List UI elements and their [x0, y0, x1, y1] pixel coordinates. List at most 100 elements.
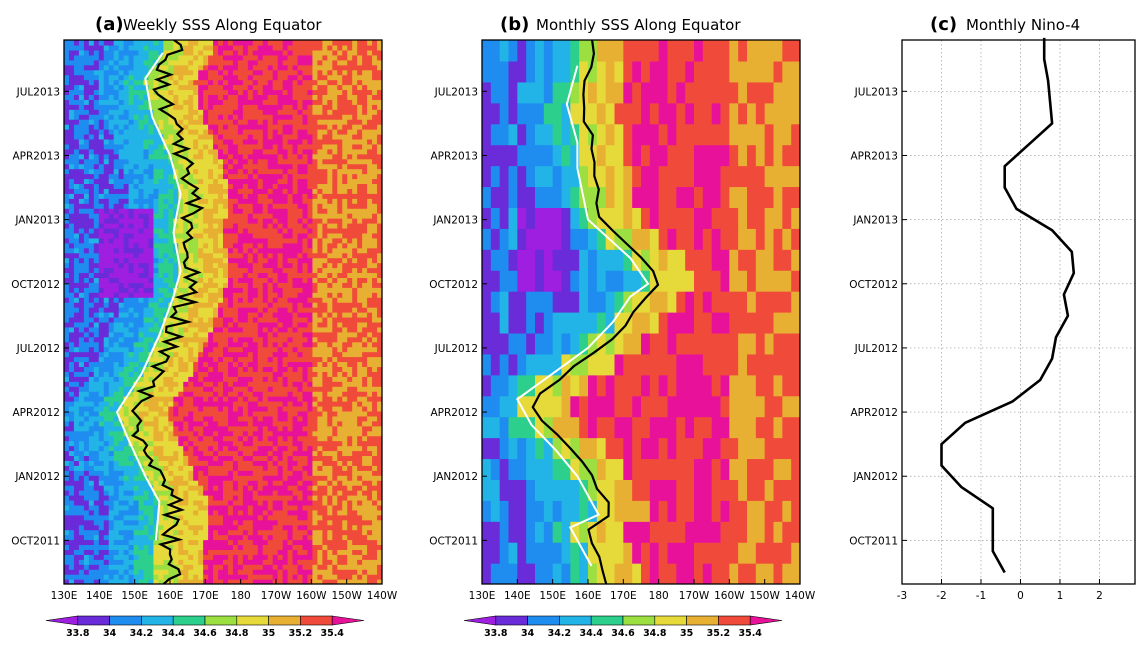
x-tick-label: 2: [1096, 590, 1103, 602]
panel-c-letter: (c): [930, 14, 957, 35]
colorbar-swatch: [655, 616, 687, 625]
x-tick-label: 150E: [121, 590, 148, 602]
colorbar-swatch: [718, 616, 750, 625]
colorbar-swatch: [173, 616, 205, 625]
x-tick-label: 1: [1057, 590, 1064, 602]
colorbar-label: 34: [103, 628, 117, 639]
y-tick-label: JAN2012: [14, 471, 60, 483]
panel-b-title-text: Monthly SSS Along Equator: [536, 16, 741, 34]
x-tick-label: -2: [936, 590, 946, 602]
colorbar-swatch: [110, 616, 142, 625]
colorbar-swatch: [750, 616, 782, 625]
y-tick-label: OCT2012: [429, 279, 478, 291]
x-tick-label: 180: [231, 590, 251, 602]
colorbar-swatch: [78, 616, 110, 625]
x-tick-label: 160W: [714, 590, 745, 602]
colorbar-label: 34.6: [193, 628, 217, 639]
panel-c-title-text: Monthly Nino-4: [966, 16, 1080, 34]
colorbar-label: 34.8: [225, 628, 249, 639]
y-tick-label: OCT2012: [11, 279, 60, 291]
x-tick-label: 150W: [749, 590, 780, 602]
colorbar-label: 35.4: [320, 628, 344, 639]
nino4-series-line: [942, 38, 1074, 573]
panel-c-title: (c) Monthly Nino-4: [930, 14, 1080, 35]
x-tick-label: 140E: [86, 590, 113, 602]
colorbar-swatch: [300, 616, 332, 625]
x-tick-label: 0: [1017, 590, 1024, 602]
x-tick-label: 140E: [504, 590, 531, 602]
y-tick-label: JUL2012: [16, 343, 60, 355]
colorbar-label: 35: [262, 628, 275, 639]
colorbar-label: 35.2: [289, 628, 312, 639]
colorbar-label: 35: [680, 628, 693, 639]
colorbar-label: 35.4: [738, 628, 762, 639]
colorbar-swatch: [205, 616, 237, 625]
colorbar-swatch: [687, 616, 719, 625]
panel-b-heatmap: [482, 40, 801, 585]
colorbar-swatch: [269, 616, 301, 625]
colorbar-label: 34.8: [643, 628, 667, 639]
y-tick-label: JAN2013: [852, 215, 898, 227]
colorbar-swatch: [591, 616, 623, 625]
panel-c-axes: -3 -2 -1 0 1 2 OCT2011 JAN2012 APR2012 JUL2012 OCT…: [849, 86, 1103, 602]
x-tick-label: 160E: [157, 590, 184, 602]
x-tick-label: -3: [897, 590, 907, 602]
colorbar-label: 34: [521, 628, 535, 639]
x-tick-label: 140W: [367, 590, 398, 602]
x-tick-label: 150W: [331, 590, 362, 602]
y-tick-label: APR2013: [12, 150, 60, 162]
x-tick-label: -1: [976, 590, 986, 602]
panel-a-title-text: Weekly SSS Along Equator: [123, 16, 322, 34]
y-tick-label: APR2012: [850, 407, 898, 419]
x-tick-label: 170W: [261, 590, 292, 602]
panel-a-colorbar: 33.8 34 34.2 34.4 34.6 34.8 35 35.2 35.4: [46, 616, 364, 639]
y-tick-label: OCT2011: [849, 535, 898, 547]
colorbar-swatch: [237, 616, 269, 625]
colorbar-swatch: [332, 616, 364, 625]
colorbar-label: 34.2: [130, 628, 153, 639]
y-tick-label: JAN2012: [852, 471, 898, 483]
x-tick-label: 140W: [785, 590, 816, 602]
panel-c-frame: [902, 40, 1135, 584]
y-tick-label: OCT2012: [849, 279, 898, 291]
colorbar-swatch: [46, 616, 78, 625]
y-tick-label: JAN2013: [432, 215, 478, 227]
panel-c-line: [942, 38, 1074, 573]
y-tick-label: APR2012: [430, 407, 478, 419]
colorbar-label: 34.6: [611, 628, 635, 639]
x-tick-label: 170W: [679, 590, 710, 602]
colorbar-label: 35.2: [707, 628, 730, 639]
y-tick-label: JAN2012: [432, 471, 478, 483]
panel-b-letter: (b): [500, 14, 529, 35]
colorbar-swatch: [559, 616, 591, 625]
y-tick-label: JUL2013: [16, 86, 60, 98]
y-tick-label: JUL2013: [434, 86, 478, 98]
x-tick-label: 150E: [539, 590, 566, 602]
panel-b-colorbar: 33.8 34 34.2 34.4 34.6 34.8 35 35.2 35.4: [464, 616, 782, 639]
x-tick-label: 160E: [575, 590, 602, 602]
colorbar-swatch: [528, 616, 560, 625]
colorbar-swatch: [464, 616, 496, 625]
x-tick-label: 170E: [610, 590, 637, 602]
colorbar-label: 33.8: [484, 628, 508, 639]
y-tick-label: JUL2012: [854, 343, 898, 355]
colorbar-swatch: [141, 616, 173, 625]
panel-c-grid: [902, 40, 1135, 584]
y-tick-label: APR2013: [430, 150, 478, 162]
y-tick-label: JAN2013: [14, 215, 60, 227]
colorbar-label: 34.4: [161, 628, 185, 639]
y-tick-label: JUL2012: [434, 343, 478, 355]
panel-a-title: (a) Weekly SSS Along Equator: [95, 14, 322, 35]
y-tick-label: OCT2011: [429, 535, 478, 547]
x-tick-label: 160W: [296, 590, 327, 602]
colorbar-swatch: [623, 616, 655, 625]
colorbar-label: 34.4: [579, 628, 603, 639]
colorbar-label: 34.2: [548, 628, 571, 639]
colorbar-label: 33.8: [66, 628, 90, 639]
x-tick-label: 170E: [192, 590, 219, 602]
y-tick-label: APR2013: [850, 150, 898, 162]
y-tick-label: OCT2011: [11, 535, 60, 547]
y-tick-label: APR2012: [12, 407, 60, 419]
colorbar-swatch: [496, 616, 528, 625]
